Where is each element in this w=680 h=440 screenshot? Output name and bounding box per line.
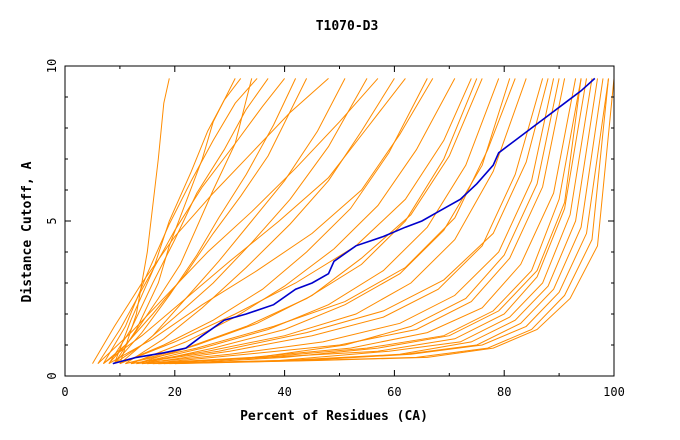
model-lines [92, 78, 615, 365]
model-line-15 [147, 78, 566, 365]
model-line-17 [152, 78, 582, 365]
y-tick-label-0: 0 [45, 372, 59, 379]
model-line-11 [136, 78, 500, 365]
model-line-8 [119, 78, 428, 365]
ticks: 0 20 40 60 80 100 0 5 10 [45, 59, 625, 399]
x-tick-label-20: 20 [168, 385, 182, 399]
x-tick-label-40: 40 [277, 385, 291, 399]
model-line-23 [169, 78, 609, 365]
model-line-9 [130, 78, 456, 365]
model-line-20 [152, 78, 598, 365]
model-line-27 [119, 78, 472, 365]
model-line-13 [141, 78, 544, 365]
model-line-39 [174, 78, 582, 365]
model-line-26 [125, 78, 516, 365]
model-line-30 [97, 78, 379, 364]
model-line-33 [102, 78, 258, 364]
model-line-5 [119, 78, 346, 364]
x-tick-label-60: 60 [387, 385, 401, 399]
x-axis-label: Percent of Residues (CA) [240, 409, 428, 424]
highlight-series-line [112, 77, 596, 365]
x-tick-label-0: 0 [61, 385, 68, 399]
model-line-31 [92, 78, 329, 364]
plot-area: 0 20 40 60 80 100 0 5 10 [45, 59, 625, 399]
model-line-28 [108, 78, 434, 365]
model-line-38 [163, 78, 560, 365]
model-line-7 [125, 78, 395, 365]
x-tick-label-80: 80 [497, 385, 511, 399]
model-line-1 [113, 78, 236, 364]
y-tick-label-10: 10 [45, 59, 59, 73]
model-line-29 [103, 78, 406, 365]
chart-title: T1070-D3 [316, 19, 379, 34]
model-line-35 [113, 78, 242, 364]
x-tick-label-100: 100 [603, 385, 625, 399]
y-tick-label-5: 5 [45, 217, 59, 224]
model-line-12 [130, 78, 527, 365]
model-line-0 [119, 78, 170, 364]
y-axis-label: Distance Cutoff, A [20, 161, 35, 302]
model-line-6 [114, 78, 368, 365]
model-line-24 [174, 78, 615, 365]
model-line-10 [125, 78, 478, 365]
model-line-37 [141, 78, 511, 365]
model-line-14 [136, 78, 555, 365]
model-line-19 [158, 78, 593, 365]
model-line-18 [147, 78, 587, 365]
model-line-22 [158, 78, 609, 365]
model-line-34 [108, 78, 269, 364]
model-line-25 [130, 78, 549, 365]
highlight-line [112, 77, 596, 365]
model-line-3 [114, 78, 297, 364]
model-line-36 [136, 78, 483, 365]
model-line-4 [103, 78, 308, 364]
model-line-32 [97, 78, 285, 364]
model-line-2 [108, 78, 253, 364]
